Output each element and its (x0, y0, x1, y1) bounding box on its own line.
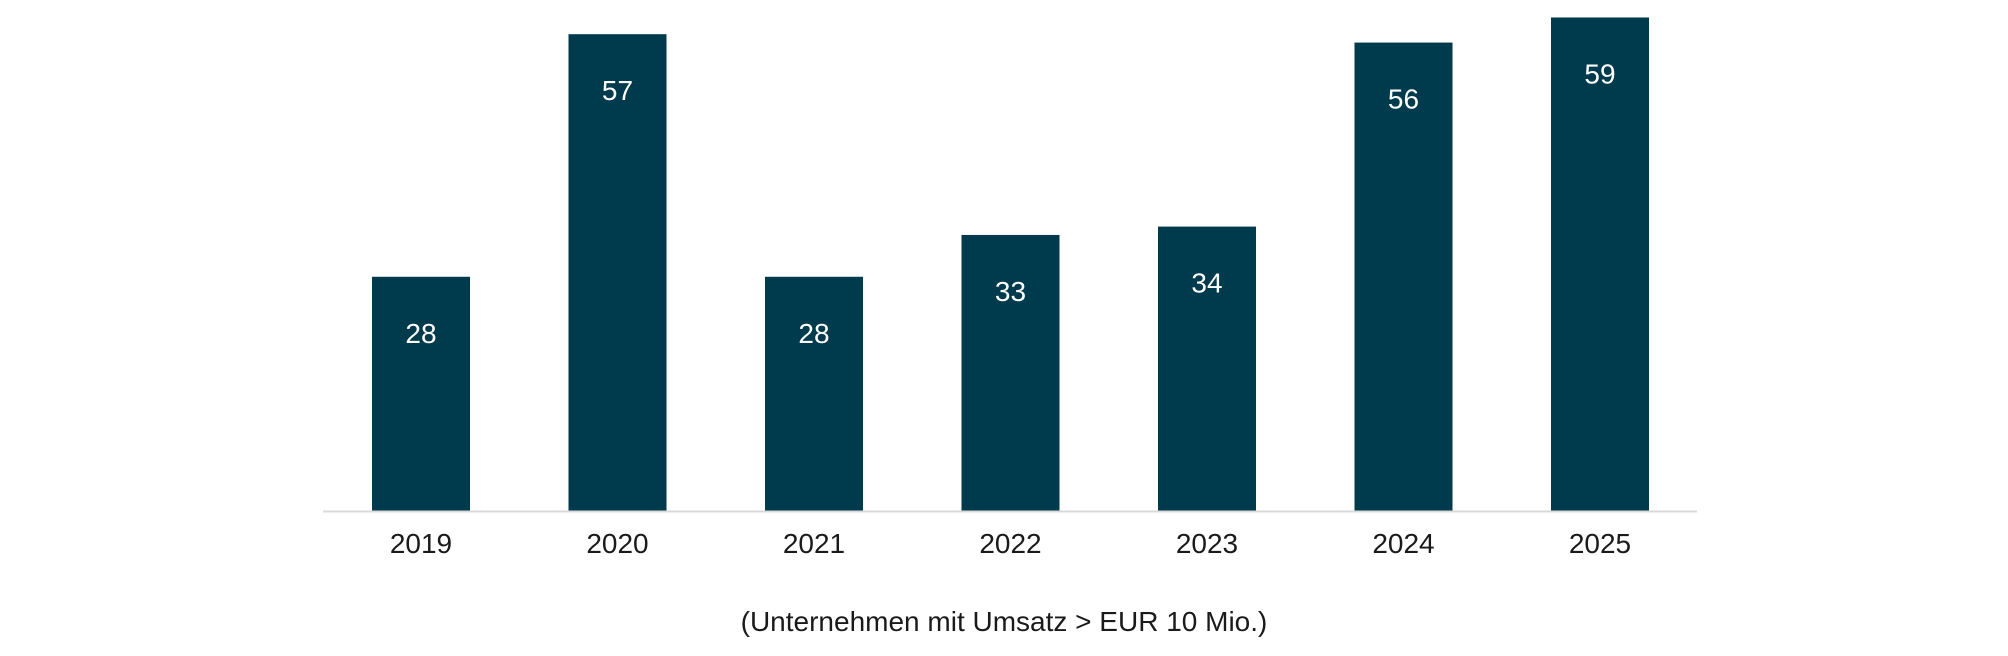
x-axis-caption: (Unternehmen mit Umsatz > EUR 10 Mio.) (740, 606, 1268, 637)
bar-2025 (1551, 17, 1649, 512)
data-label-2020: 57 (602, 75, 633, 106)
x-tick-label-2021: 2021 (783, 528, 845, 559)
data-label-2023: 34 (1191, 268, 1222, 299)
data-label-2019: 28 (405, 318, 436, 349)
data-labels-layer: 28 57 28 33 34 56 59 (405, 58, 1615, 348)
x-tick-label-2020: 2020 (586, 528, 648, 559)
x-tick-label-2024: 2024 (1372, 528, 1434, 559)
bar-2024 (1354, 42, 1453, 512)
bar-2020 (568, 34, 667, 511)
data-label-2025: 59 (1584, 58, 1615, 89)
x-tick-label-2025: 2025 (1569, 528, 1631, 559)
data-label-2022: 33 (995, 276, 1026, 307)
x-tick-labels-layer: 2019 2020 2021 2022 2023 2024 2025 (390, 528, 1631, 559)
bar-2019 (372, 276, 470, 511)
x-tick-label-2023: 2023 (1176, 528, 1238, 559)
data-label-2021: 28 (798, 318, 829, 349)
bar-2021 (765, 276, 863, 511)
x-tick-label-2019: 2019 (390, 528, 452, 559)
x-tick-label-2022: 2022 (979, 528, 1041, 559)
bar-2022 (961, 234, 1060, 511)
data-label-2024: 56 (1388, 84, 1419, 115)
bars-layer (372, 17, 1649, 512)
bar-2023 (1158, 226, 1256, 511)
